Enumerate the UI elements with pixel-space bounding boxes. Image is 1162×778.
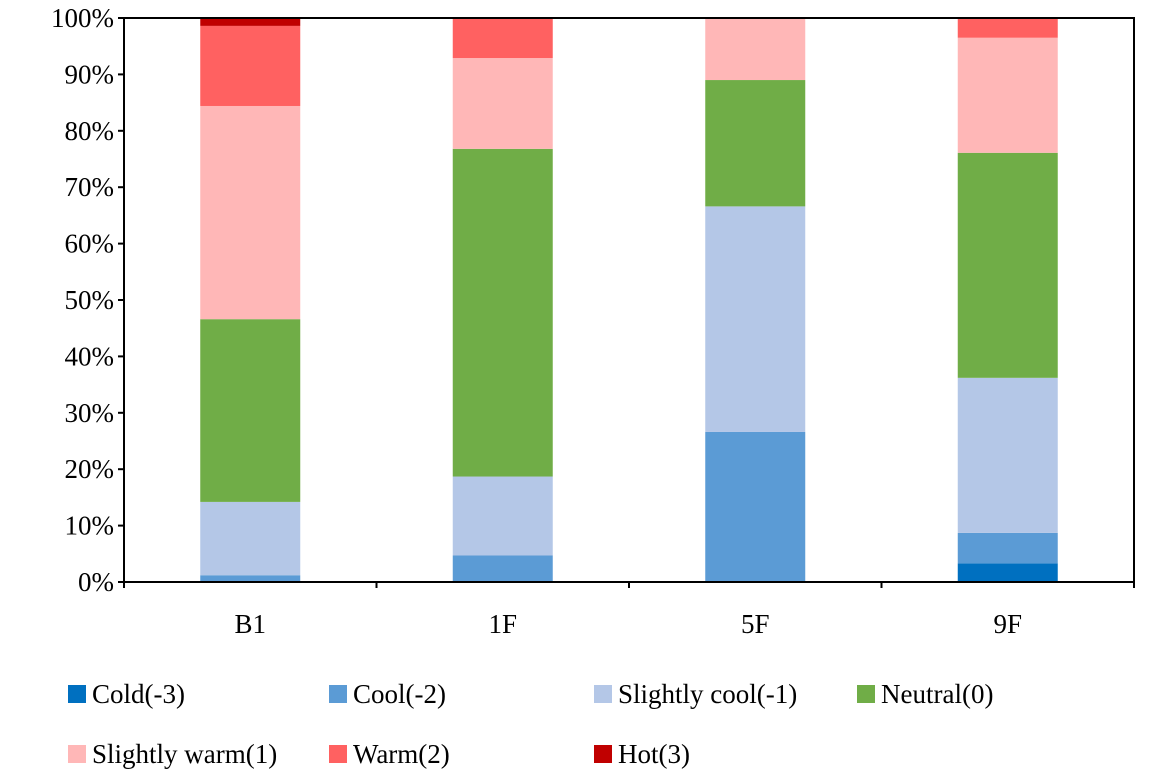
legend-label: Cold(-3) (92, 679, 185, 709)
legend: Cold(-3) Cool(-2) Slightly cool(-1) Neutral… (68, 679, 993, 769)
bar-segment-b1-series-1 (200, 575, 301, 582)
legend-item-1: Cool(-2) (329, 679, 446, 709)
y-tick-label: 60% (65, 229, 115, 259)
legend-item-3: Neutral(0) (857, 679, 993, 709)
legend-swatch (329, 685, 347, 703)
x-tick-label-9f: 9F (993, 609, 1022, 639)
y-axis-ticks: 0% 10% 20% 30% 40% 50% 60% 70% 80% 90% 100% (51, 3, 124, 597)
legend-label: Neutral(0) (881, 679, 993, 709)
x-axis-ticks: B1 1F 5F 9F (123, 582, 1135, 639)
y-tick-label: 20% (65, 454, 115, 484)
y-tick-label: 70% (65, 172, 115, 202)
bar-segment-9f-series-2 (957, 377, 1058, 533)
bar-segment-5f-series-1 (705, 431, 806, 582)
x-tick-label-5f: 5F (741, 609, 770, 639)
legend-swatch (594, 685, 612, 703)
bar-segment-b1-series-3 (200, 319, 301, 502)
bar-segment-1f-series-2 (452, 476, 553, 556)
legend-label: Slightly cool(-1) (618, 679, 797, 709)
x-tick-label-1f: 1F (488, 609, 517, 639)
bar-segment-9f-series-3 (957, 152, 1058, 378)
bar-segment-b1-series-4 (200, 105, 301, 320)
y-tick-label: 0% (78, 567, 114, 597)
legend-label: Hot(3) (618, 739, 690, 769)
legend-swatch (857, 685, 875, 703)
bar-segment-9f-series-4 (957, 37, 1058, 153)
y-tick-label: 80% (65, 116, 115, 146)
legend-item-0: Cold(-3) (68, 679, 185, 709)
legend-item-2: Slightly cool(-1) (594, 679, 797, 709)
legend-item-4: Slightly warm(1) (68, 739, 277, 769)
legend-label: Warm(2) (353, 739, 450, 769)
legend-item-6: Hot(3) (594, 739, 690, 769)
legend-swatch (68, 685, 86, 703)
y-tick-label: 40% (65, 341, 115, 371)
bar-segment-1f-series-4 (452, 58, 553, 149)
legend-label: Cool(-2) (353, 679, 446, 709)
y-tick-label: 50% (65, 285, 115, 315)
bar-segment-1f-series-5 (452, 18, 553, 59)
legend-swatch (68, 745, 86, 763)
legend-swatch (329, 745, 347, 763)
bar-segment-9f-series-5 (957, 18, 1058, 38)
bar-segment-1f-series-3 (452, 148, 553, 477)
bar-segment-5f-series-3 (705, 80, 806, 207)
legend-item-5: Warm(2) (329, 739, 450, 769)
bar-segment-9f-series-1 (957, 532, 1058, 564)
bar-segment-9f-series-0 (957, 563, 1058, 582)
x-tick-label-b1: B1 (234, 609, 266, 639)
bar-segment-5f-series-2 (705, 206, 806, 432)
y-tick-label: 100% (51, 3, 114, 33)
bar-segment-b1-series-5 (200, 25, 301, 106)
y-tick-label: 10% (65, 511, 115, 541)
bar-segment-b1-series-6 (200, 18, 301, 26)
legend-swatch (594, 745, 612, 763)
bar-segment-5f-series-4 (705, 18, 806, 81)
legend-label: Slightly warm(1) (92, 739, 277, 769)
bars-layer (200, 18, 1058, 582)
y-tick-label: 30% (65, 398, 115, 428)
y-tick-label: 90% (65, 59, 115, 89)
bar-segment-b1-series-2 (200, 501, 301, 576)
bar-segment-1f-series-1 (452, 555, 553, 582)
